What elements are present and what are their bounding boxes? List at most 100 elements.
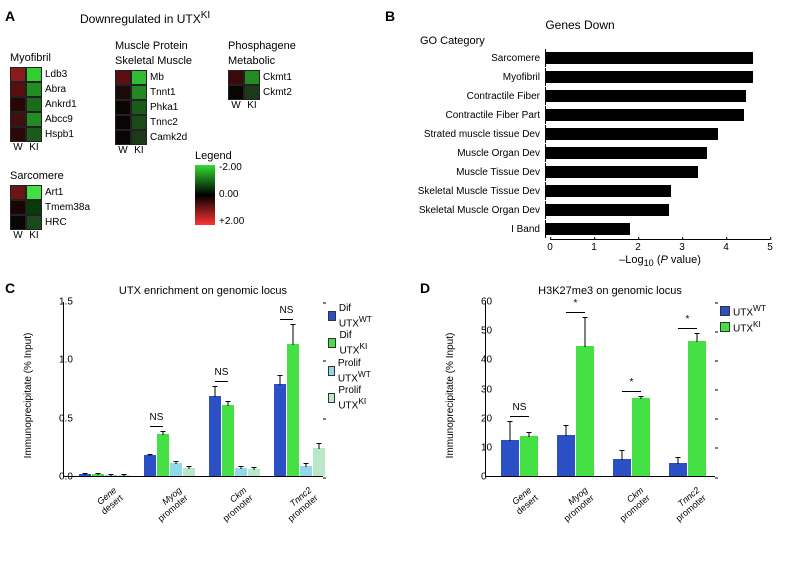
bar (170, 463, 182, 476)
gene-label: Ankrd1 (45, 99, 77, 110)
error-cap (96, 473, 101, 474)
bar (287, 344, 299, 476)
bar (183, 468, 195, 476)
go-label: Contractile Fiber (390, 91, 545, 102)
go-row: I Band (390, 220, 770, 238)
go-label: Muscle Tissue Dev (390, 167, 545, 178)
heatmap-row: Phka1 (115, 100, 192, 115)
sig-label: NS (513, 402, 527, 413)
ki-label: KI (26, 142, 42, 153)
heatmap-cell-w (10, 112, 26, 127)
heatmap-cell-w (10, 127, 26, 142)
error-bar (622, 451, 623, 460)
bar (274, 384, 286, 476)
bar (157, 434, 169, 476)
go-row: Contractile Fiber Part (390, 106, 770, 124)
go-bar (546, 128, 718, 140)
y-tick: 40 (481, 355, 713, 366)
heatmap-cell-ki (26, 127, 42, 142)
x-label: Genedesert (93, 485, 125, 516)
heatmap-cell-w (10, 215, 26, 230)
go-row: Muscle Tissue Dev (390, 163, 770, 181)
heatmap-title: Muscle Protein (115, 40, 192, 52)
error-cap (161, 431, 166, 432)
go-label: Muscle Organ Dev (390, 148, 545, 159)
legend-swatch (720, 306, 730, 316)
heatmap-group: PhosphageneMetabolicCkmt1Ckmt2WKI (228, 40, 296, 111)
bar (576, 346, 594, 476)
y-axis-label: Immunoprecipitate (% Input) (23, 308, 34, 483)
legend-title: Legend (195, 150, 232, 162)
error-bar (163, 432, 164, 436)
error-cap (620, 450, 625, 451)
x-label: Genedesert (508, 485, 540, 516)
go-axis: 012345 (550, 239, 770, 240)
chart-title: H3K27me3 on genomic locus (470, 285, 750, 297)
bar (118, 475, 130, 476)
error-cap (304, 463, 309, 464)
go-label: Contractile Fiber Part (390, 110, 545, 121)
heatmap-cell-ki (26, 215, 42, 230)
sig-line (215, 381, 228, 382)
sig-label: * (574, 298, 578, 309)
legend-item: UTXKI (720, 319, 766, 334)
bar (613, 459, 631, 477)
gene-label: HRC (45, 217, 67, 228)
bar (300, 466, 312, 477)
error-bar (697, 334, 698, 343)
go-label: Sarcomere (390, 53, 545, 64)
bar-chart: UTX enrichment on genomic locusImmunopre… (18, 285, 358, 477)
heatmap-row: Ldb3 (10, 67, 77, 82)
heatmap-cell-w (115, 130, 131, 145)
go-bar (546, 185, 671, 197)
go-bar (546, 204, 669, 216)
error-cap (639, 396, 644, 397)
sig-label: * (630, 377, 634, 388)
legend-val: +2.00 (219, 216, 244, 227)
gene-label: Tmem38a (45, 202, 90, 213)
heatmap-legend: Legend -2.00 0.00 +2.00 (195, 150, 232, 225)
error-cap (291, 324, 296, 325)
x-label: Tnnc2promoter (279, 485, 319, 523)
bar (248, 469, 260, 476)
panel-d-label: D (420, 280, 430, 296)
go-tick: 1 (591, 242, 597, 253)
chart-area: 0.00.51.01.5 Genedesert (63, 302, 323, 477)
error-cap (148, 454, 153, 455)
error-bar (228, 402, 229, 406)
error-cap (695, 333, 700, 334)
error-cap (583, 317, 588, 318)
gene-label: Ckmt1 (263, 72, 292, 83)
heatmap-row: Tnnc2 (115, 115, 192, 130)
go-bar (546, 147, 707, 159)
w-label: W (10, 142, 26, 153)
go-tick: 0 (547, 242, 553, 253)
legend-item: Prolif UTXKI (328, 385, 374, 411)
go-tick: 5 (767, 242, 773, 253)
heatmap-row: Mb (115, 70, 192, 85)
heatmap-cell-w (115, 70, 131, 85)
legend-item: Dif UTXKI (328, 330, 374, 356)
error-bar (641, 397, 642, 398)
ki-label: KI (131, 145, 147, 156)
error-cap (187, 466, 192, 467)
x-label: Ckmpromoter (214, 485, 254, 523)
error-bar (215, 387, 216, 396)
heatmap-group: Muscle ProteinSkeletal MuscleMbTnnt1Phka… (115, 40, 192, 156)
bar (632, 398, 650, 476)
bar (501, 440, 519, 476)
go-bar (546, 90, 746, 102)
x-label: Tnnc2promoter (667, 485, 707, 523)
heatmap-title: Myofibril (10, 52, 77, 64)
sig-line (678, 328, 697, 329)
error-cap (676, 457, 681, 458)
error-bar (176, 462, 177, 464)
bar (222, 405, 234, 476)
heatmap-row: Ckmt2 (228, 85, 296, 100)
gene-label: Hspb1 (45, 129, 74, 140)
error-cap (213, 386, 218, 387)
error-cap (317, 443, 322, 444)
heatmap-row: Abra (10, 82, 77, 97)
gene-label: Mb (150, 72, 164, 83)
legend-item: Prolif UTXWT (328, 358, 374, 384)
